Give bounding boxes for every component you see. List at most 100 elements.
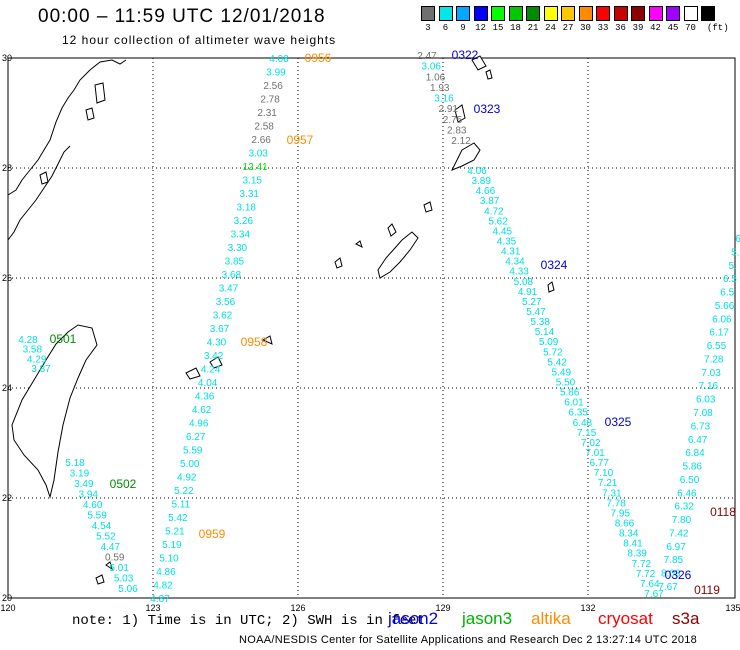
colorbar-swatch: [543, 6, 558, 21]
swh-value-jason2_south: 5.42: [547, 357, 567, 368]
swh-value-cryosat: 6.5: [723, 274, 737, 285]
swh-value-altika: 4.62: [192, 405, 212, 416]
colorbar-label: 30: [580, 23, 591, 33]
swh-value-cryosat: 8.08: [661, 569, 681, 580]
legend: note: 1) Time is in UTC; 2) SWH is in fe…: [0, 609, 740, 633]
swh-value-jason2_north: 2.83: [447, 125, 467, 136]
swh-value-jason2_south: 5.50: [556, 378, 576, 389]
swh-value-altika: 3.03: [248, 149, 268, 160]
swh-value-altika: 3.67: [210, 324, 230, 335]
lon-tick-label: 126: [290, 603, 305, 613]
lat-tick-label: 20: [2, 593, 12, 603]
pass-label: 0959: [199, 527, 226, 541]
swh-value-cryosat: 6.03: [696, 395, 716, 406]
swh-value-jason3_south: 3.94: [79, 490, 99, 501]
pass-label: 0326: [665, 568, 692, 582]
colorbar-swatch: [631, 6, 645, 21]
swh-value-jason2_south: 3.89: [471, 176, 491, 187]
swh-value-cryosat: 6.55: [707, 341, 727, 352]
swh-value-cryosat: 6.50: [680, 475, 700, 486]
swh-value-jason2_south: 5.08: [514, 277, 534, 288]
swh-value-altika: 5.42: [168, 513, 188, 524]
pass-label: 0956: [305, 51, 332, 65]
lon-tick-label: 120: [0, 603, 15, 613]
sakishima-islands: [185, 335, 273, 380]
swh-value-jason2_south: 5.14: [535, 327, 555, 338]
legend-cryosat: cryosat: [598, 609, 653, 628]
swh-value-jason3_south: 3.19: [70, 469, 90, 480]
colorbar-label: 12: [475, 23, 486, 33]
lat-tick-label: 28: [2, 163, 12, 173]
colorbar-label: 33: [597, 23, 609, 33]
swh-value-jason2_south: 4.45: [493, 226, 513, 237]
swh-value-jason2_south: 4.34: [505, 257, 525, 268]
swh-value-jason2_south: 4.91: [518, 287, 538, 298]
colorbar-unit: (ft): [707, 23, 729, 33]
swh-value-jason2_south: 6.01: [564, 398, 584, 409]
swh-value-jason2_south: 4.66: [476, 186, 496, 197]
swh-value-altika: 3.68: [222, 270, 242, 281]
swh-value-jason2_south: 7.31: [602, 488, 622, 499]
swh-value-jason2_south: 4.31: [501, 247, 521, 258]
legend-jason2: jason2: [388, 609, 439, 628]
swh-value-cryosat: 7.85: [664, 555, 684, 566]
swh-value-jason2_south: 8.39: [627, 549, 647, 560]
ryukyu-islands: [334, 201, 433, 279]
colorbar-label: 3: [425, 23, 431, 33]
colorbar-label: 9: [460, 23, 466, 33]
legend-note: note: 1) Time is in UTC; 2) SWH is in fe…: [72, 613, 425, 629]
swh-value-altika: 3.56: [216, 297, 236, 308]
colorbar-swatch: [578, 6, 593, 21]
colorbar-label: 21: [527, 23, 539, 33]
swh-value-altika: 3.31: [240, 189, 260, 200]
swh-value-jason2_south: 7.21: [598, 478, 618, 489]
colorbar-swatch: [701, 6, 715, 21]
swh-value-jason2_south: 6.77: [589, 458, 609, 469]
pass-label: 0118: [710, 505, 736, 519]
swh-value-altika: 5.00: [180, 459, 200, 470]
swh-value-cryosat: 6.46: [677, 488, 697, 499]
swh-value-jason2_south: 5.47: [526, 307, 546, 318]
swh-value-jason2_south: 7.64: [640, 579, 660, 590]
swh-value-cryosat: 5.86: [682, 462, 702, 473]
swh-value-jason2_north: 2.47: [417, 51, 437, 62]
swh-value-altika: 5.21: [165, 527, 185, 538]
swh-value-jason2_south: 7.78: [606, 498, 626, 509]
swh-value-altika: 4.92: [177, 473, 197, 484]
swh-value-cryosat: 7.42: [669, 528, 689, 539]
swh-value-jason2_north: 3.16: [434, 94, 454, 105]
colorbar-swatch: [683, 6, 698, 21]
swh-value-altika: 4.08: [269, 54, 289, 65]
swh-value-jason2_south: 5.62: [488, 216, 508, 227]
swh-value-jason3_south: 5.59: [87, 511, 107, 522]
swh-value-altika: 3.26: [234, 216, 254, 227]
swh-value-altika: 3.85: [225, 257, 245, 268]
colorbar-swatch: [596, 6, 610, 21]
lat-tick-label: 30: [2, 53, 12, 63]
swh-value-jason2_south: 7.02: [581, 438, 601, 449]
swh-value-jason2_south: 7.95: [611, 508, 631, 519]
swh-value-cryosat: 6: [735, 234, 740, 245]
colorbar-label: 70: [685, 23, 696, 33]
pass-label: 0958: [241, 335, 268, 349]
swh-value-altika: 5.11: [171, 500, 190, 511]
lat-tick-label: 24: [2, 383, 12, 393]
map-title: 00:00 – 11:59 UTC 12/01/2018: [38, 6, 326, 27]
swh-value-altika: 4.82: [153, 581, 173, 592]
map-subtitle: 12 hour collection of altimeter wave hei…: [62, 33, 337, 47]
colorbar-swatch: [561, 6, 575, 21]
swh-value-altika: 2.31: [257, 108, 277, 119]
swh-value-altika: 3.34: [231, 230, 251, 241]
colorbar-label: 24: [545, 23, 556, 33]
swh-value-cryosat: 6.06: [712, 314, 732, 325]
swh-value-jason3_west: 3.58: [23, 345, 43, 356]
colorbar-swatch: [526, 6, 540, 21]
coastal-islands: [39, 82, 106, 185]
swh-value-altika: 4.96: [189, 419, 209, 430]
swh-value-jason3_south: 0.59: [105, 553, 125, 564]
swh-value-jason2_south: 5.86: [560, 388, 580, 399]
swh-value-cryosat: 6.84: [685, 448, 705, 459]
swh-value-altika: 4.36: [195, 392, 215, 403]
swh-value-jason2_south: 5.27: [522, 297, 542, 308]
colorbar-swatch: [666, 6, 680, 21]
